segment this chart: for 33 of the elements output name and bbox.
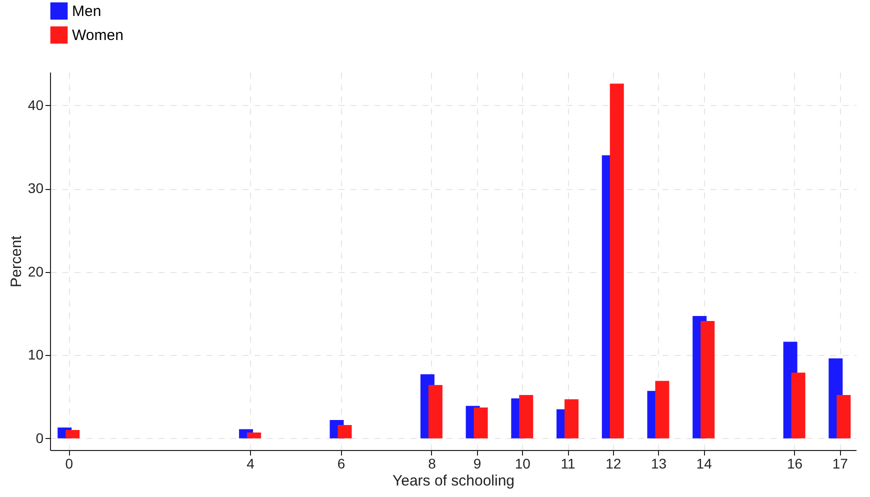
- x-tick-label: 4: [246, 456, 255, 472]
- x-tick-label: 14: [696, 456, 712, 472]
- x-tick-label: 17: [832, 456, 848, 472]
- bar: [836, 395, 851, 438]
- y-tick-label: 30: [28, 180, 44, 196]
- y-tick-label: 10: [28, 346, 44, 363]
- bar: [66, 430, 80, 438]
- bar: [610, 84, 624, 438]
- x-tick-label: 6: [337, 456, 346, 472]
- legend-label: Men: [72, 3, 102, 20]
- x-tick-label: 9: [473, 456, 482, 472]
- bar: [655, 380, 670, 438]
- x-axis-title: Years of schooling: [392, 472, 515, 490]
- y-tick-label: 20: [28, 263, 44, 280]
- bar: [564, 399, 579, 438]
- bar: [474, 408, 488, 438]
- y-tick-label: 40: [28, 96, 44, 113]
- y-tick-label: 0: [36, 430, 44, 446]
- x-tick-label: 11: [560, 456, 576, 472]
- bar: [700, 320, 715, 438]
- bar: [338, 425, 352, 438]
- bar: [247, 432, 262, 438]
- x-tick-label: 12: [606, 456, 622, 472]
- legend-label: Women: [72, 27, 124, 44]
- bar: [428, 385, 442, 438]
- bar: [791, 372, 806, 438]
- x-tick-label: 8: [428, 456, 436, 472]
- x-tick-label: 13: [650, 456, 667, 472]
- x-tick-label: 10: [514, 456, 531, 472]
- x-tick-label: 16: [787, 456, 803, 472]
- y-axis-title: Percent: [8, 234, 25, 288]
- x-tick-label: 0: [65, 456, 74, 472]
- bar: [519, 395, 534, 438]
